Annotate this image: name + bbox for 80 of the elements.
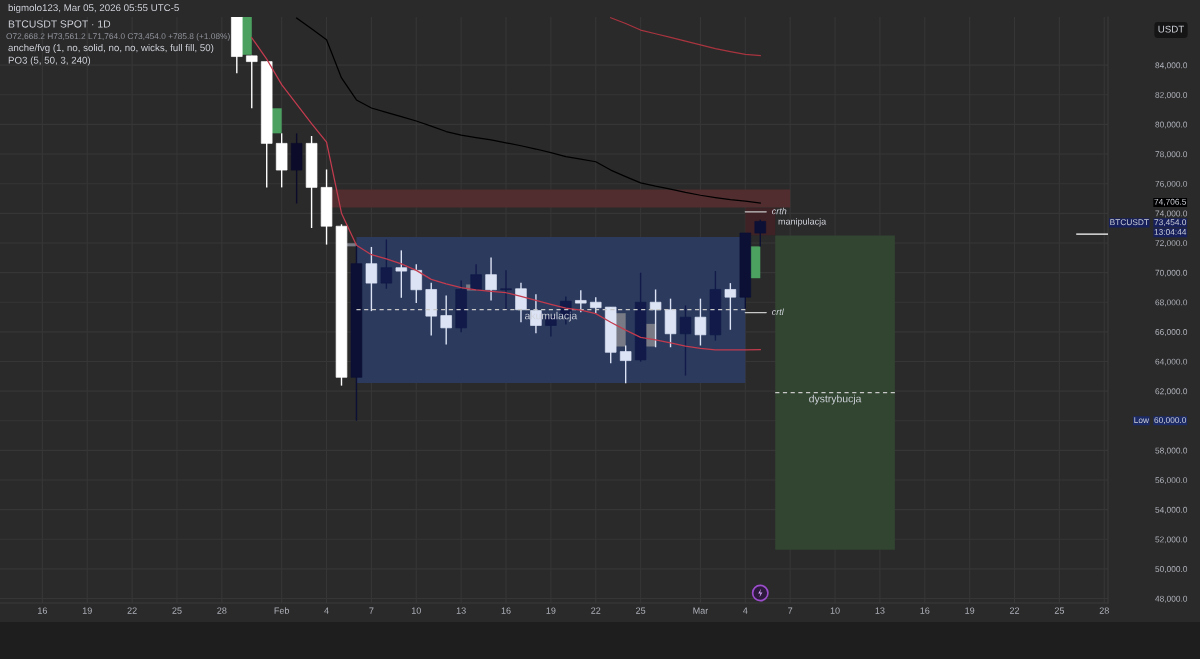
candlestick [380, 238, 393, 290]
candlestick [395, 249, 408, 299]
annotation: crth [772, 207, 787, 215]
text: 60,000.0 [1154, 417, 1187, 425]
candlestick [694, 297, 707, 347]
x-tick-label: 10 [411, 607, 421, 614]
y-tick-label: 68,000.0 [1155, 299, 1188, 307]
x-tick-label: 10 [830, 607, 840, 614]
candlestick [575, 289, 587, 313]
x-tick-label: 25 [172, 607, 182, 614]
y-tick-label: 84,000.0 [1155, 62, 1188, 70]
x-tick-label: 19 [965, 607, 975, 614]
x-tick-label: 4 [743, 607, 748, 614]
candlestick [754, 219, 766, 248]
candlestick [365, 246, 378, 312]
x-tick-label: 7 [788, 607, 793, 614]
y-tick-label: 74,000.0 [1155, 210, 1188, 218]
x-tick-label: 22 [127, 607, 137, 614]
y-tick-label: 56,000.0 [1155, 477, 1188, 485]
candlestick [619, 344, 632, 384]
x-tick-label: 7 [369, 607, 374, 614]
chart-title: BTCUSDT SPOT · 1D [8, 20, 111, 28]
x-tick-label: 16 [38, 607, 47, 614]
candlestick [649, 288, 662, 348]
y-tick-label: 76,000.0 [1155, 180, 1188, 188]
text: O72,668.2 H73,561.2 L71,764.0 C73,454.0 +785.8 (+1.08%) [6, 33, 230, 41]
text: 13:04:44 [1154, 229, 1187, 235]
annotation: PO3 (5, 50, 3, 240) [8, 56, 91, 66]
x-tick-label: Mar [693, 607, 709, 614]
x-tick-label: 19 [546, 607, 556, 614]
candlestick [246, 55, 258, 109]
x-tick-label: 25 [1054, 607, 1065, 614]
y-tick-label: 78,000.0 [1155, 151, 1188, 159]
x-tick-label: 19 [82, 607, 92, 614]
x-tick-label: 28 [1099, 607, 1109, 614]
candlestick [470, 263, 482, 291]
x-tick-label: 25 [636, 607, 646, 614]
y-tick-label: 82,000.0 [1155, 91, 1188, 99]
x-tick-label: 22 [591, 607, 601, 614]
y-tick-label: 62,000.0 [1155, 388, 1188, 396]
y-tick-label: 80,000.0 [1155, 121, 1188, 129]
candlestick [724, 282, 737, 331]
x-tick-label: 13 [875, 607, 885, 614]
x-tick-label: 16 [920, 607, 930, 614]
annotation: anche/fvg (1, no, solid, no, no, wicks, full fill, 50) [8, 44, 214, 54]
y-tick-label: 72,000.0 [1155, 240, 1188, 248]
line-series [610, 17, 761, 57]
candlestick [664, 297, 677, 348]
x-tick-label: 16 [501, 607, 511, 614]
x-tick-label: 4 [324, 607, 329, 614]
candlestick [440, 294, 452, 346]
x-tick-label: 28 [217, 607, 227, 614]
candlestick [679, 304, 692, 377]
candlestick [515, 281, 527, 323]
y-tick-label: 48,000.0 [1155, 595, 1188, 603]
y-tick-label: 64,000.0 [1155, 358, 1188, 366]
candlestick [500, 269, 512, 312]
y-tick-label: 58,000.0 [1155, 447, 1188, 455]
annotation: crtl [772, 308, 784, 316]
y-tick-label: 54,000.0 [1155, 506, 1188, 514]
text: 73,454.0 [1154, 219, 1187, 227]
y-tick-label: 66,000.0 [1155, 329, 1188, 336]
candlestick [410, 263, 423, 304]
candlestick [485, 256, 497, 302]
annotation: manipulacja [778, 218, 827, 227]
x-tick-label: 22 [1009, 607, 1020, 614]
text: bigmolo123, Mar 05, 2026 05:55 UTC-5 [8, 3, 179, 14]
y-tick-label: 52,000.0 [1155, 536, 1188, 544]
y-axis-title: USDT [1158, 25, 1185, 33]
series-label: dystrybucja [809, 394, 862, 405]
y-tick-label: 70,000.0 [1155, 269, 1188, 277]
text: Low [1134, 417, 1150, 424]
line-series [296, 17, 761, 204]
text: 74,706.5 [1154, 198, 1187, 206]
x-tick-label: 13 [456, 607, 466, 614]
bar [271, 108, 282, 134]
line-series [251, 37, 761, 351]
x-tick-label: Feb [274, 607, 290, 614]
text: BTCUSDT [1110, 219, 1149, 226]
y-tick-label: 50,000.0 [1155, 566, 1188, 574]
